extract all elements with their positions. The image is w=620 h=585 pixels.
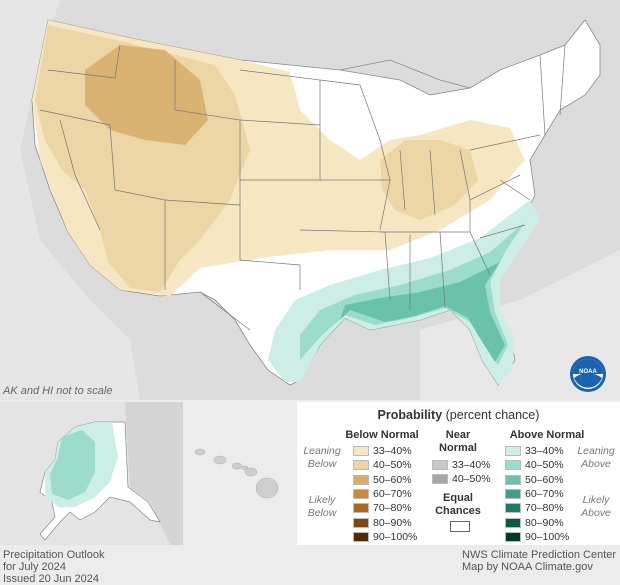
above-range-label: 70–80% (525, 502, 564, 515)
above-range-label: 60–70% (525, 487, 564, 500)
near-swatch (432, 474, 448, 485)
legend-title-bold: Probability (377, 408, 443, 422)
above-legend-row: 50–60% (505, 474, 564, 486)
state-boundaries (39, 44, 566, 331)
legend: Probability (percent chance) Below Norma… (297, 402, 620, 545)
svg-text:NOAA: NOAA (579, 369, 597, 375)
below-swatch (353, 531, 369, 542)
near-range-label: 33–40% (452, 459, 491, 471)
below-legend-row: 40–50% (353, 459, 412, 471)
legend-title: Probability (percent chance) (297, 408, 620, 422)
below-range-label: 33–40% (373, 445, 412, 457)
near-normal-header: Near Normal (432, 429, 484, 455)
above-range-label: 50–60% (525, 473, 564, 486)
hawaii-islands (194, 448, 279, 499)
below-swatch (353, 446, 369, 456)
likely-below-label: Likely Below (307, 494, 337, 519)
noaa-logo: NOAA (570, 356, 606, 392)
above-legend-row: 33–40% (505, 445, 564, 457)
footer-product: Precipitation Outlook (3, 549, 105, 561)
alaska-inset (0, 402, 183, 545)
canada-yukon (125, 402, 183, 545)
above-range-label: 90–100% (525, 530, 570, 543)
near-legend-row: 40–50% (432, 473, 491, 485)
equal-chances-swatch (450, 521, 470, 532)
near-header-line-1: Near (445, 429, 471, 441)
below-swatch (353, 503, 369, 514)
footer-credit: Map by NOAA Climate.gov (462, 561, 593, 573)
below-legend-row: 90–100% (353, 531, 417, 543)
footer-period: for July 2024 (3, 561, 66, 573)
above-swatch (505, 460, 521, 471)
footer-source: NWS Climate Prediction Center (462, 549, 617, 561)
alaska-above-40-50 (50, 430, 95, 500)
below-normal-header: Below Normal (345, 429, 419, 441)
below-swatch (353, 474, 369, 485)
scale-note: AK and HI not to scale (2, 385, 112, 397)
legend-title-rest: (percent chance) (445, 408, 540, 422)
below-legend-row: 50–60% (353, 474, 412, 486)
conus-outlook-map: AK and HI not to scale NOAA (0, 0, 620, 400)
below-legend-row: 33–40% (353, 445, 412, 457)
near-header-line-2: Normal (439, 442, 477, 454)
above-legend-row: 70–80% (505, 502, 564, 514)
gulf-atlantic (420, 250, 620, 400)
below-50-60-northwest (85, 45, 208, 145)
footer-left: Precipitation Outlook for July 2024 Issu… (3, 549, 105, 585)
below-legend-row: 80–90% (353, 517, 412, 529)
above-50-60-southeast (340, 262, 505, 362)
below-range-label: 90–100% (373, 530, 418, 543)
likely-above-label: Likely Above (581, 494, 611, 519)
above-swatch (505, 446, 521, 456)
above-swatch (505, 474, 521, 485)
above-range-label: 33–40% (525, 445, 564, 457)
equal-chances-label: Equal Chances (435, 492, 481, 517)
above-legend-row: 90–100% (505, 531, 569, 543)
above-range-label: 40–50% (525, 459, 564, 472)
above-swatch (505, 503, 521, 514)
below-swatch (353, 517, 369, 528)
near-legend-row: 33–40% (432, 459, 491, 471)
above-normal-header: Above Normal (509, 429, 585, 441)
below-range-label: 50–60% (373, 473, 412, 486)
below-swatch (353, 488, 369, 499)
above-legend-row: 40–50% (505, 459, 564, 471)
above-swatch (505, 488, 521, 499)
hawaii-inset (185, 402, 295, 545)
above-range-label: 80–90% (525, 516, 564, 529)
below-range-label: 40–50% (373, 459, 412, 472)
near-swatch (432, 460, 448, 470)
footer-issued: Issued 20 Jun 2024 (3, 573, 100, 585)
footer-right: NWS Climate Prediction Center Map by NOA… (462, 549, 616, 573)
below-range-label: 80–90% (373, 516, 412, 529)
below-swatch (353, 460, 369, 471)
below-legend-row: 70–80% (353, 502, 412, 514)
below-range-label: 60–70% (373, 487, 412, 500)
above-legend-row: 80–90% (505, 517, 564, 529)
leaning-below-label: Leaning Below (303, 445, 341, 470)
above-swatch (505, 531, 521, 542)
above-swatch (505, 517, 521, 528)
leaning-above-label: Leaning Above (577, 445, 615, 470)
near-range-label: 40–50% (452, 473, 491, 486)
below-range-label: 70–80% (373, 502, 412, 515)
below-legend-row: 60–70% (353, 488, 412, 500)
above-legend-row: 60–70% (505, 488, 564, 500)
pacific-ocean (0, 0, 140, 400)
